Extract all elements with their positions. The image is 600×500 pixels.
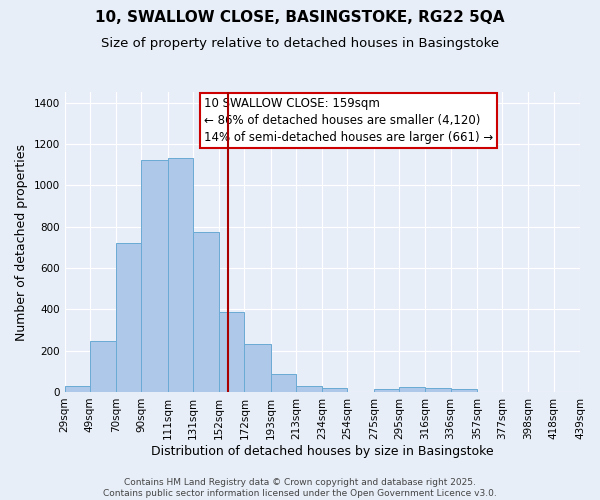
Y-axis label: Number of detached properties: Number of detached properties xyxy=(15,144,28,340)
Text: 10, SWALLOW CLOSE, BASINGSTOKE, RG22 5QA: 10, SWALLOW CLOSE, BASINGSTOKE, RG22 5QA xyxy=(95,10,505,25)
Bar xyxy=(142,160,168,392)
Bar xyxy=(219,312,244,392)
Bar xyxy=(451,389,477,392)
Text: Size of property relative to detached houses in Basingstoke: Size of property relative to detached ho… xyxy=(101,38,499,51)
Text: Contains HM Land Registry data © Crown copyright and database right 2025.
Contai: Contains HM Land Registry data © Crown c… xyxy=(103,478,497,498)
Bar xyxy=(399,387,425,392)
Bar xyxy=(271,374,296,392)
Bar xyxy=(168,158,193,392)
Bar xyxy=(65,386,90,392)
Bar xyxy=(90,342,116,392)
Text: 10 SWALLOW CLOSE: 159sqm
← 86% of detached houses are smaller (4,120)
14% of sem: 10 SWALLOW CLOSE: 159sqm ← 86% of detach… xyxy=(204,97,493,144)
Bar xyxy=(296,386,322,392)
Bar xyxy=(374,389,399,392)
Bar xyxy=(425,388,451,392)
Bar xyxy=(322,388,347,392)
X-axis label: Distribution of detached houses by size in Basingstoke: Distribution of detached houses by size … xyxy=(151,444,494,458)
Bar xyxy=(244,344,271,392)
Bar xyxy=(116,244,142,392)
Bar xyxy=(193,232,219,392)
